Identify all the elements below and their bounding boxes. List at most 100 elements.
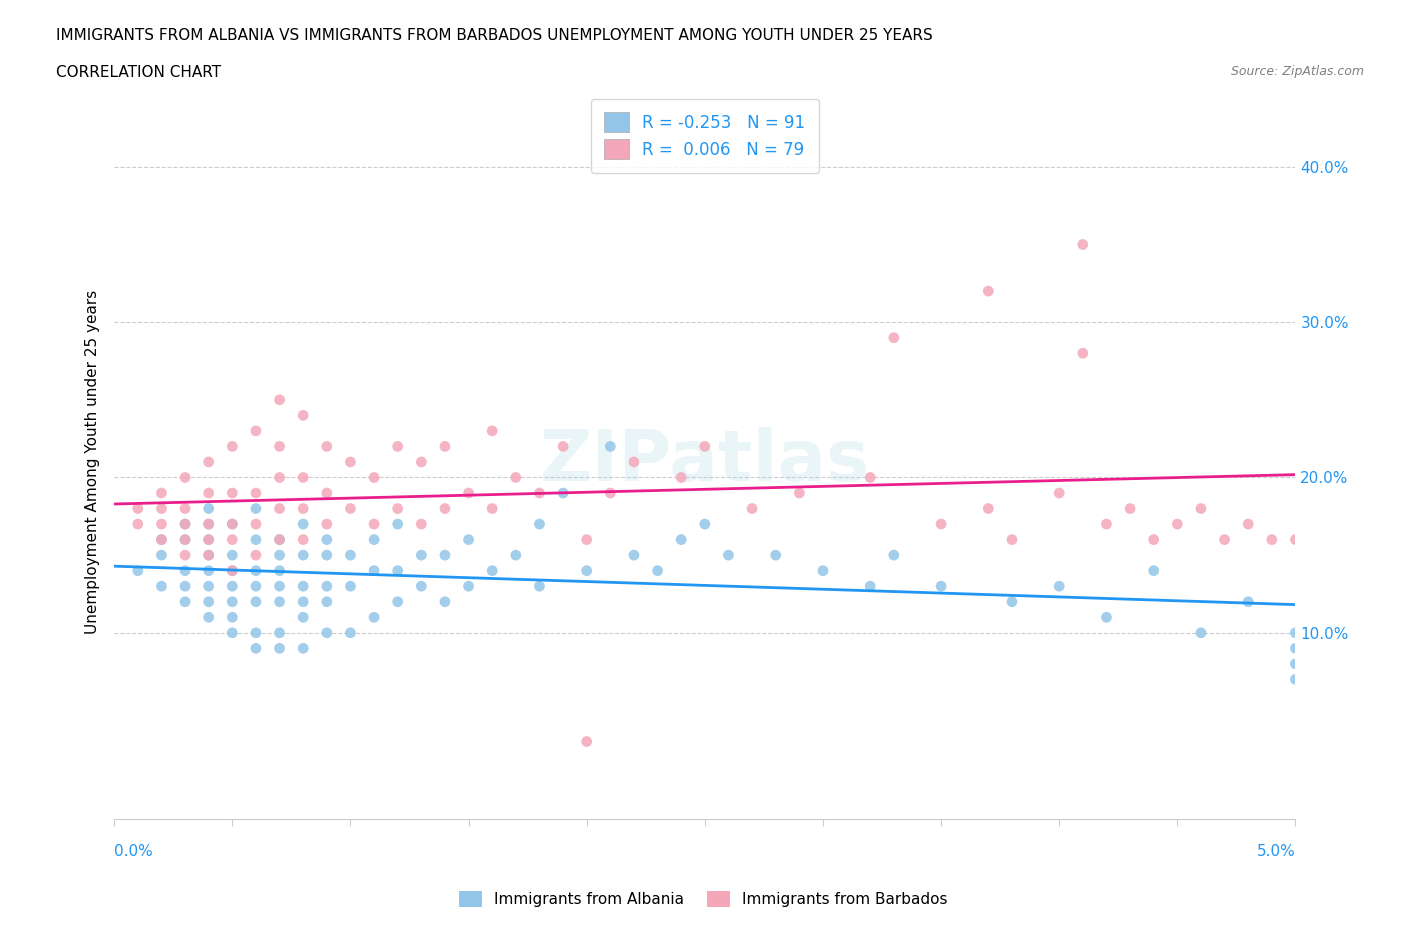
- Point: [433, 548, 456, 563]
- Point: [221, 610, 243, 625]
- Point: [269, 578, 291, 593]
- Point: [197, 564, 219, 578]
- Point: [575, 564, 598, 578]
- Point: [221, 564, 243, 578]
- Point: [174, 517, 197, 532]
- Point: [221, 564, 243, 578]
- Point: [1284, 657, 1306, 671]
- Point: [669, 532, 692, 547]
- Point: [174, 470, 197, 485]
- Point: [433, 594, 456, 609]
- Point: [1284, 532, 1306, 547]
- Point: [197, 578, 219, 593]
- Point: [315, 625, 337, 640]
- Point: [292, 532, 315, 547]
- Point: [150, 578, 173, 593]
- Point: [623, 455, 645, 470]
- Point: [197, 548, 219, 563]
- Point: [269, 439, 291, 454]
- Point: [363, 610, 385, 625]
- Point: [221, 625, 243, 640]
- Point: [977, 284, 1000, 299]
- Point: [1001, 594, 1024, 609]
- Point: [575, 734, 598, 749]
- Point: [221, 485, 243, 500]
- Point: [245, 548, 267, 563]
- Point: [174, 532, 197, 547]
- Point: [411, 517, 433, 532]
- Point: [387, 517, 409, 532]
- Point: [292, 548, 315, 563]
- Point: [529, 485, 551, 500]
- Point: [292, 578, 315, 593]
- Point: [269, 564, 291, 578]
- Point: [977, 501, 1000, 516]
- Point: [221, 578, 243, 593]
- Point: [174, 517, 197, 532]
- Point: [789, 485, 811, 500]
- Point: [269, 641, 291, 656]
- Point: [1237, 594, 1260, 609]
- Point: [551, 439, 574, 454]
- Point: [197, 532, 219, 547]
- Point: [245, 594, 267, 609]
- Point: [269, 594, 291, 609]
- Point: [245, 625, 267, 640]
- Point: [929, 578, 952, 593]
- Point: [245, 423, 267, 438]
- Point: [859, 470, 882, 485]
- Point: [693, 517, 716, 532]
- Point: [269, 532, 291, 547]
- Point: [411, 548, 433, 563]
- Point: [127, 564, 149, 578]
- Point: [292, 408, 315, 423]
- Point: [1143, 532, 1166, 547]
- Point: [174, 501, 197, 516]
- Point: [529, 578, 551, 593]
- Point: [433, 501, 456, 516]
- Text: CORRELATION CHART: CORRELATION CHART: [56, 65, 221, 80]
- Point: [387, 594, 409, 609]
- Point: [505, 470, 527, 485]
- Point: [150, 548, 173, 563]
- Point: [575, 532, 598, 547]
- Point: [197, 610, 219, 625]
- Point: [269, 392, 291, 407]
- Point: [292, 594, 315, 609]
- Point: [363, 532, 385, 547]
- Point: [174, 578, 197, 593]
- Point: [1143, 564, 1166, 578]
- Point: [457, 485, 479, 500]
- Point: [859, 578, 882, 593]
- Point: [292, 641, 315, 656]
- Point: [363, 517, 385, 532]
- Point: [315, 594, 337, 609]
- Point: [245, 532, 267, 547]
- Point: [315, 485, 337, 500]
- Point: [197, 485, 219, 500]
- Point: [623, 548, 645, 563]
- Point: [1095, 517, 1118, 532]
- Y-axis label: Unemployment Among Youth under 25 years: Unemployment Among Youth under 25 years: [86, 290, 100, 634]
- Point: [245, 501, 267, 516]
- Point: [529, 517, 551, 532]
- Point: [292, 470, 315, 485]
- Point: [339, 625, 361, 640]
- Point: [1047, 485, 1070, 500]
- Point: [269, 470, 291, 485]
- Point: [1237, 517, 1260, 532]
- Text: 0.0%: 0.0%: [114, 844, 153, 859]
- Point: [269, 625, 291, 640]
- Point: [174, 532, 197, 547]
- Point: [387, 501, 409, 516]
- Point: [1047, 578, 1070, 593]
- Point: [411, 455, 433, 470]
- Point: [1119, 501, 1142, 516]
- Point: [1284, 641, 1306, 656]
- Point: [363, 470, 385, 485]
- Point: [269, 532, 291, 547]
- Point: [1189, 501, 1212, 516]
- Point: [457, 532, 479, 547]
- Point: [1261, 532, 1284, 547]
- Point: [339, 578, 361, 593]
